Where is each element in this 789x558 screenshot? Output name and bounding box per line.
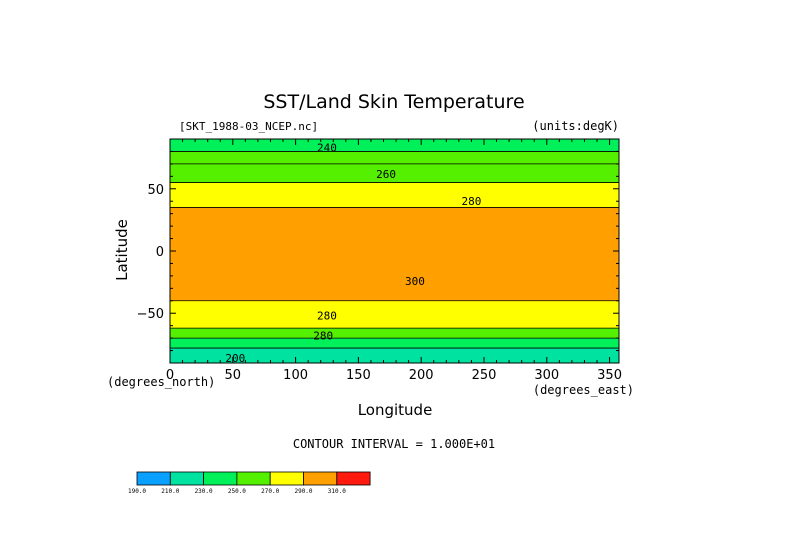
colorbar-level-label-1: 210.0 <box>161 488 179 495</box>
y-unit-label: (degrees_north) <box>107 375 215 389</box>
colorbar-level-label-6: 310.0 <box>328 488 346 495</box>
x-tick-label-100: 100 <box>283 368 308 383</box>
contour-label-2: 280 <box>461 195 481 208</box>
temperature-band-5 <box>170 300 619 329</box>
colorbar-level-label-3: 250.0 <box>228 488 246 495</box>
contour-interval-text: CONTOUR INTERVAL = 1.000E+01 <box>293 437 495 451</box>
colorbar-swatch-0 <box>136 471 171 486</box>
temperature-band-7 <box>170 338 619 349</box>
x-unit-label: (degrees_east) <box>533 383 634 397</box>
temperature-band-4 <box>170 207 619 301</box>
contour-label-4: 280 <box>317 310 337 323</box>
y-axis-label: Latitude <box>113 219 131 281</box>
temperature-band-6 <box>170 328 619 339</box>
x-tick-label-150: 150 <box>346 368 371 383</box>
temperature-band-1 <box>170 151 619 164</box>
x-tick-label-0: 0 <box>166 368 174 383</box>
x-tick-label-300: 300 <box>534 368 559 383</box>
colorbar-swatch-3 <box>236 471 271 486</box>
y-tick-label-0: 0 <box>156 245 164 260</box>
x-tick-label-50: 50 <box>225 368 242 383</box>
colorbar-swatch-4 <box>269 471 304 486</box>
map-plot-area: 240 260 280 300 280 280 200 <box>170 139 619 365</box>
contour-label-0: 240 <box>317 142 337 155</box>
contour-label-1: 260 <box>376 168 396 181</box>
contour-label-6: 200 <box>225 352 245 365</box>
colorbar: 190.0 210.0 230.0 250.0 270.0 290.0 310.0 <box>128 471 371 495</box>
x-tick-label-350: 350 <box>597 368 622 383</box>
y-tick-label-50: 50 <box>147 183 164 198</box>
source-file-label: [SKT_1988-03_NCEP.nc] <box>179 120 318 133</box>
colorbar-level-label-4: 270.0 <box>261 488 279 495</box>
colorbar-swatch-5 <box>303 471 338 486</box>
x-axis-label: Longitude <box>358 401 433 419</box>
colorbar-swatch-2 <box>203 471 238 486</box>
units-label: (units:degK) <box>532 119 619 133</box>
temperature-band-8 <box>170 348 619 363</box>
y-tick-label--50: −50 <box>137 307 164 322</box>
temperature-band-0 <box>170 139 619 152</box>
colorbar-swatch-6 <box>336 471 371 486</box>
contour-label-3: 300 <box>405 275 425 288</box>
temperature-band-3 <box>170 182 619 208</box>
x-tick-label-250: 250 <box>472 368 497 383</box>
x-tick-label-200: 200 <box>409 368 434 383</box>
axes: 0 50 100 150 200 250 300 350 −50 0 50 <box>137 138 622 383</box>
colorbar-level-label-2: 230.0 <box>195 488 213 495</box>
chart-title: SST/Land Skin Temperature <box>263 91 524 113</box>
colorbar-level-label-0: 190.0 <box>128 488 146 495</box>
colorbar-swatch-1 <box>169 471 205 486</box>
contour-label-5: 280 <box>313 330 333 343</box>
colorbar-level-label-5: 290.0 <box>294 488 312 495</box>
temperature-band-2 <box>170 163 619 183</box>
